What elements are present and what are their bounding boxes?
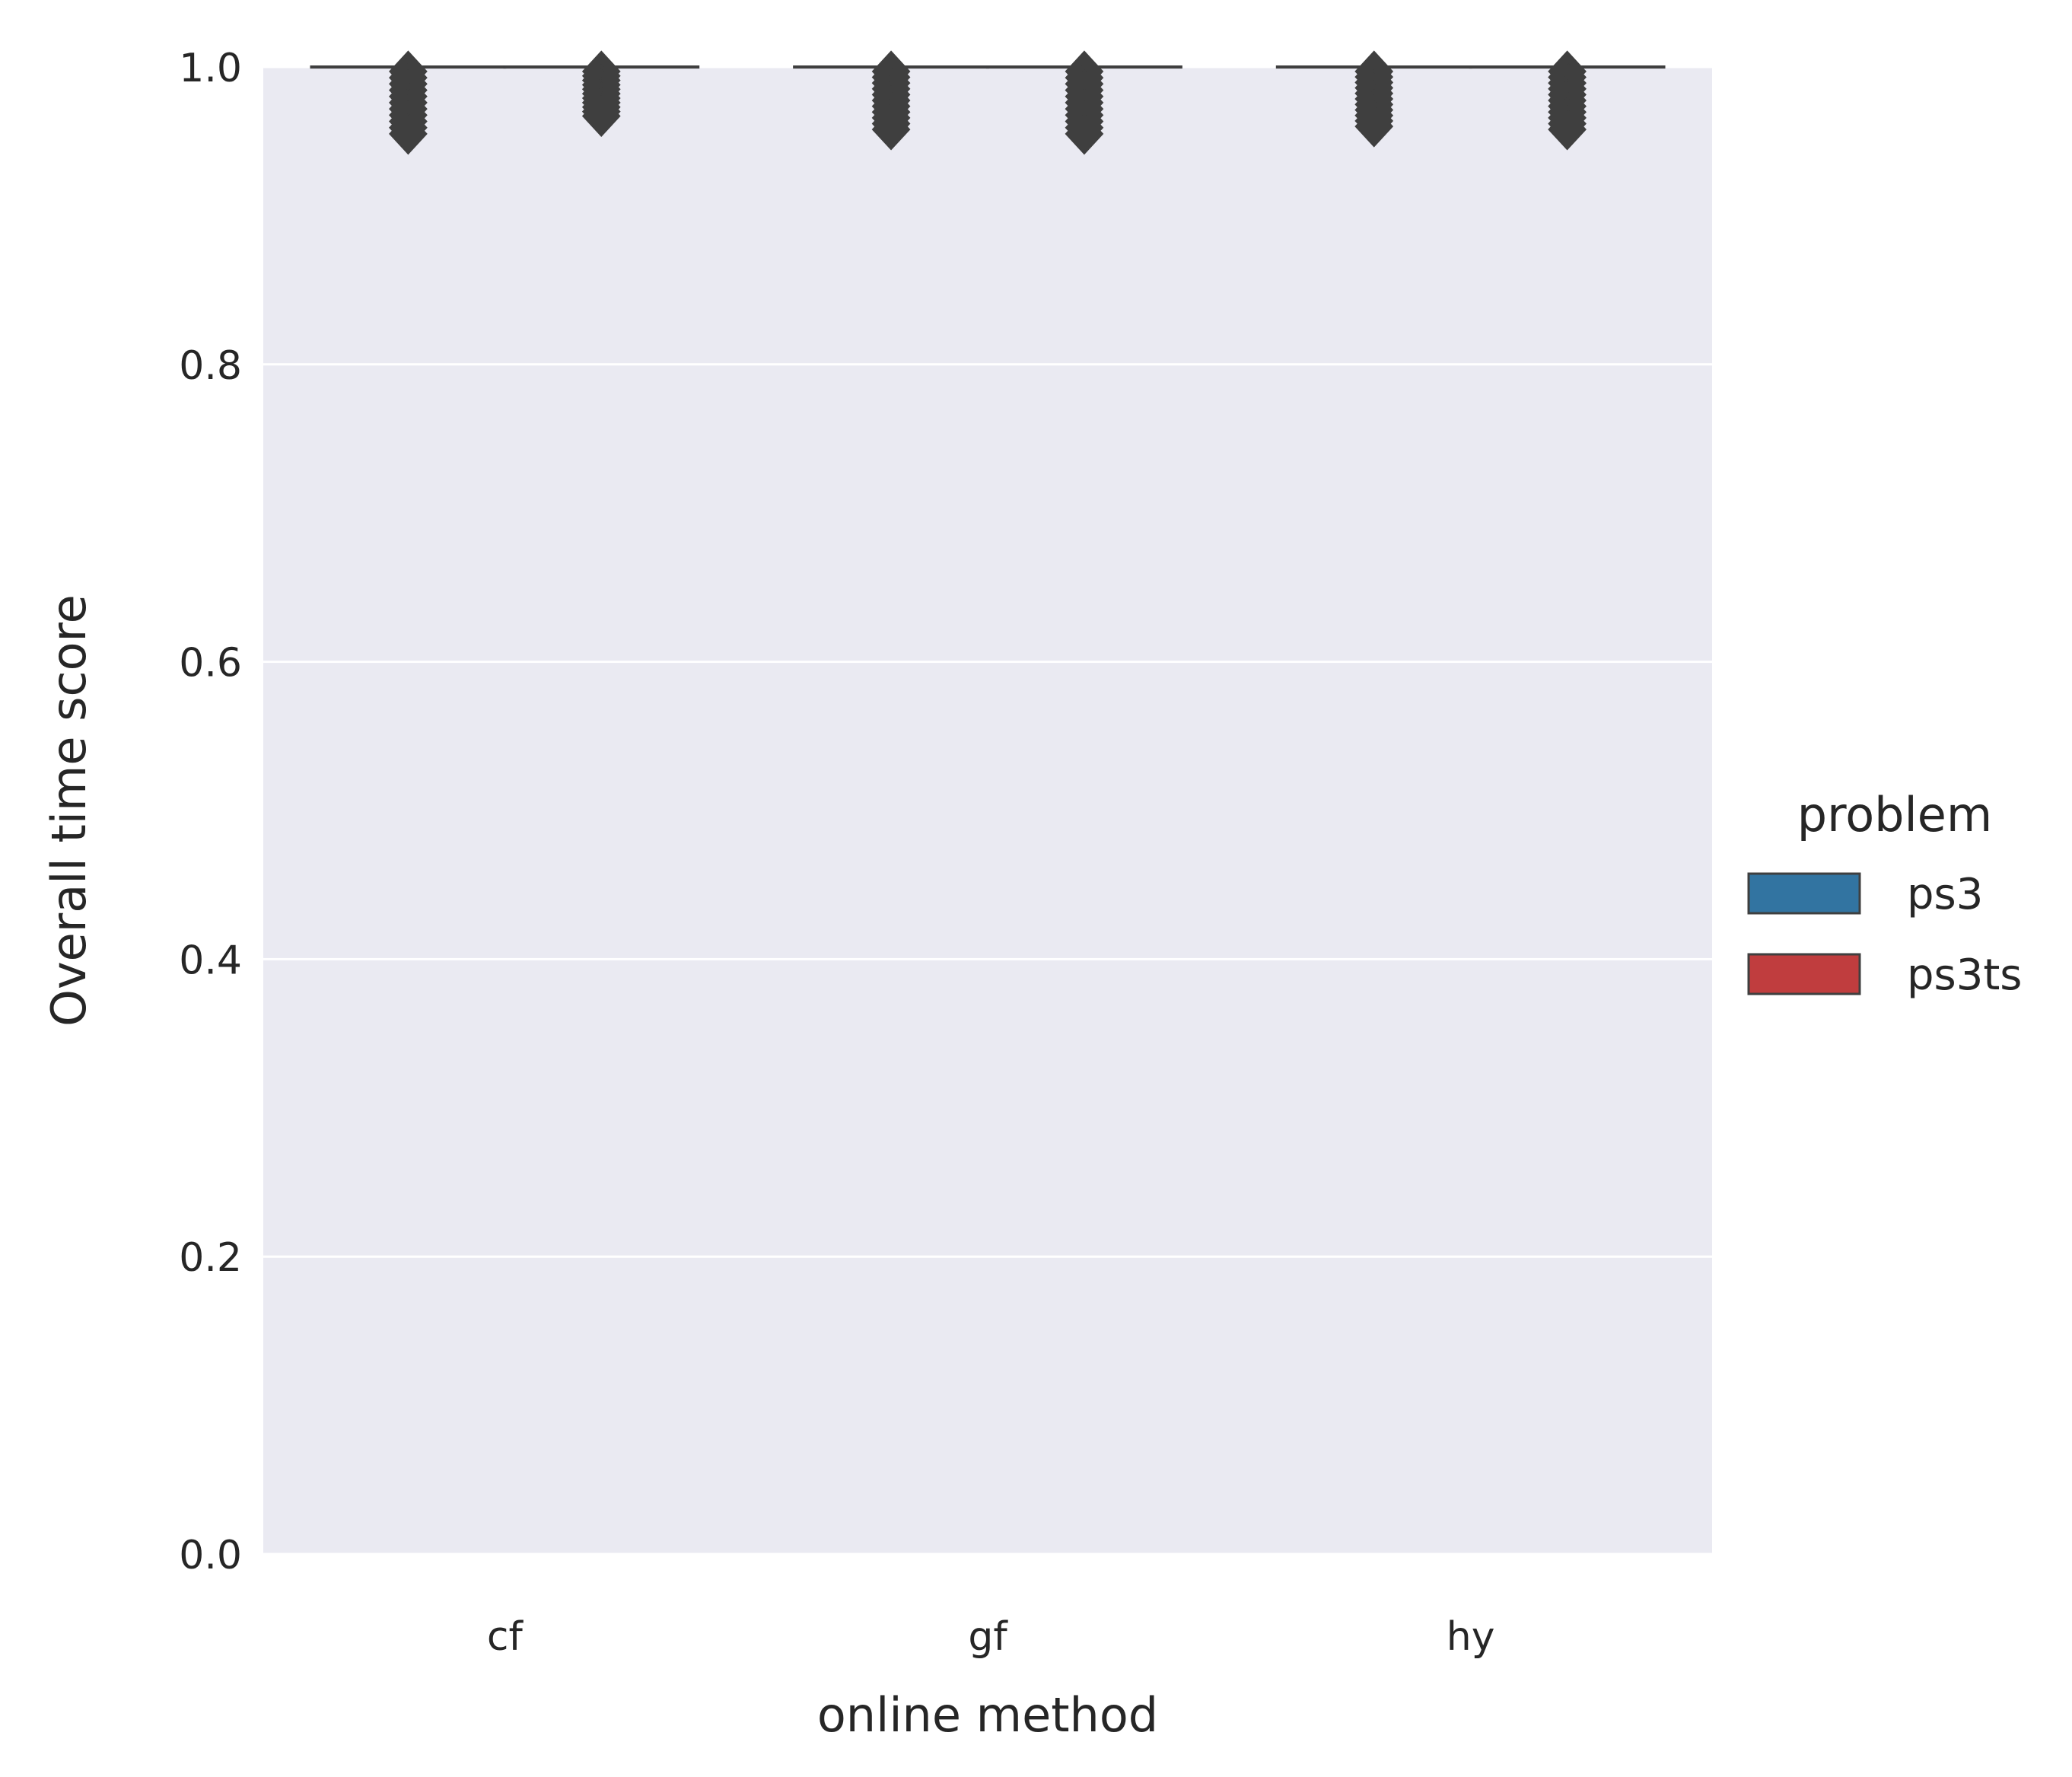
x-tick-label: hy [1447, 1614, 1495, 1660]
outlier-point [871, 108, 911, 151]
y-tick-label: 0.8 [179, 343, 242, 389]
legend-swatch-ps3 [1747, 872, 1861, 915]
outlier-point [1065, 113, 1104, 155]
x-axis-label: online method [817, 1687, 1158, 1743]
y-tick-label: 0.2 [179, 1235, 242, 1281]
x-tick-label: gf [968, 1614, 1008, 1660]
legend-swatch-ps3ts [1747, 953, 1861, 995]
legend-label-ps3ts: ps3ts [1907, 951, 2022, 1000]
legend-label-ps3: ps3 [1907, 870, 1983, 919]
outlier-point [1354, 105, 1394, 148]
legend: problem ps3 ps3ts [1747, 787, 2022, 1000]
y-tick-labels: 0.0 0.2 0.4 0.6 0.8 1.0 [179, 46, 242, 1578]
outlier-point [1548, 108, 1587, 151]
legend-title: problem [1797, 787, 1993, 842]
x-tick-labels: cf gf hy [487, 1614, 1495, 1660]
box-marks [310, 50, 1666, 155]
y-axis-label: Overall time score [41, 594, 97, 1027]
y-tick-label: 1.0 [179, 46, 242, 91]
outlier-point [581, 95, 621, 137]
y-tick-label: 0.0 [179, 1533, 242, 1578]
y-tick-label: 0.4 [179, 938, 242, 983]
x-tick-label: cf [487, 1614, 524, 1660]
plot-background [263, 67, 1712, 1554]
y-tick-label: 0.6 [179, 641, 242, 686]
outlier-point [389, 113, 428, 155]
